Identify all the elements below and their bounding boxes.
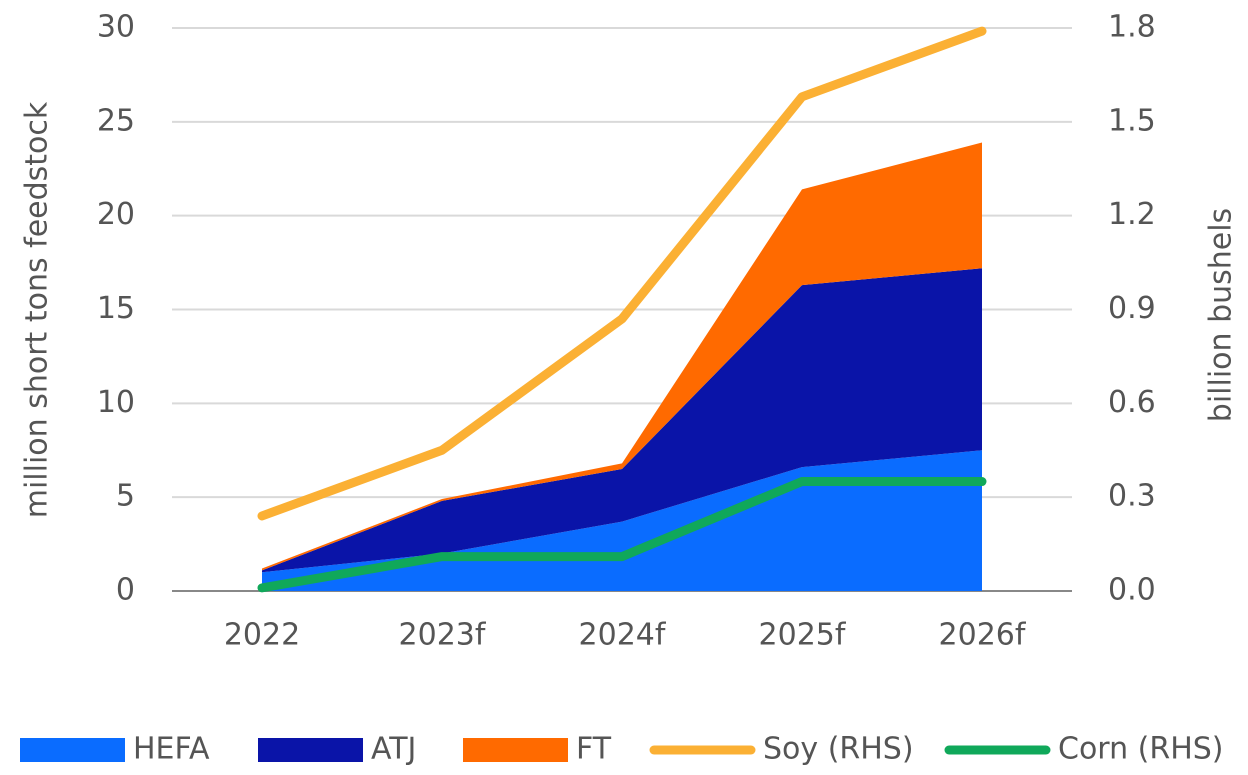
y-tick-label: 15 bbox=[97, 291, 135, 326]
y2-tick-label: 1.5 bbox=[1108, 103, 1156, 138]
y-tick-label: 5 bbox=[116, 479, 135, 514]
y-tick-label: 30 bbox=[97, 10, 135, 45]
x-tick-label: 2022 bbox=[224, 618, 300, 653]
y-tick-label: 20 bbox=[97, 197, 135, 232]
area bbox=[262, 268, 982, 573]
line bbox=[257, 26, 987, 521]
y-axis-label: million short tons feedstock bbox=[20, 101, 55, 518]
x-tick-label: 2026f bbox=[939, 618, 1027, 653]
legend-label: ATJ bbox=[371, 732, 416, 767]
area bbox=[262, 142, 982, 571]
y-tick-label: 10 bbox=[97, 385, 135, 420]
legend-label: Corn (RHS) bbox=[1058, 732, 1224, 767]
y2-axis-label: billion bushels bbox=[1204, 208, 1239, 422]
y2-tick-label: 0.0 bbox=[1108, 573, 1156, 608]
x-tick-label: 2023f bbox=[399, 618, 487, 653]
legend-label: FT bbox=[576, 732, 612, 767]
legend-swatch bbox=[258, 738, 363, 762]
y-tick-label: 0 bbox=[116, 573, 135, 608]
legend-swatch bbox=[463, 738, 568, 762]
y2-tick-label: 0.3 bbox=[1108, 479, 1156, 514]
y2-tick-label: 1.8 bbox=[1108, 10, 1156, 45]
x-tick-label: 2024f bbox=[579, 618, 667, 653]
x-tick-label: 2025f bbox=[759, 618, 847, 653]
y2-tick-label: 1.2 bbox=[1108, 197, 1156, 232]
y2-tick-label: 0.6 bbox=[1108, 385, 1156, 420]
legend-label: HEFA bbox=[133, 732, 210, 767]
legend-swatch bbox=[20, 738, 125, 762]
line bbox=[257, 477, 987, 593]
y2-tick-label: 0.9 bbox=[1108, 291, 1156, 326]
legend-label: Soy (RHS) bbox=[763, 732, 914, 767]
y-tick-label: 25 bbox=[97, 103, 135, 138]
